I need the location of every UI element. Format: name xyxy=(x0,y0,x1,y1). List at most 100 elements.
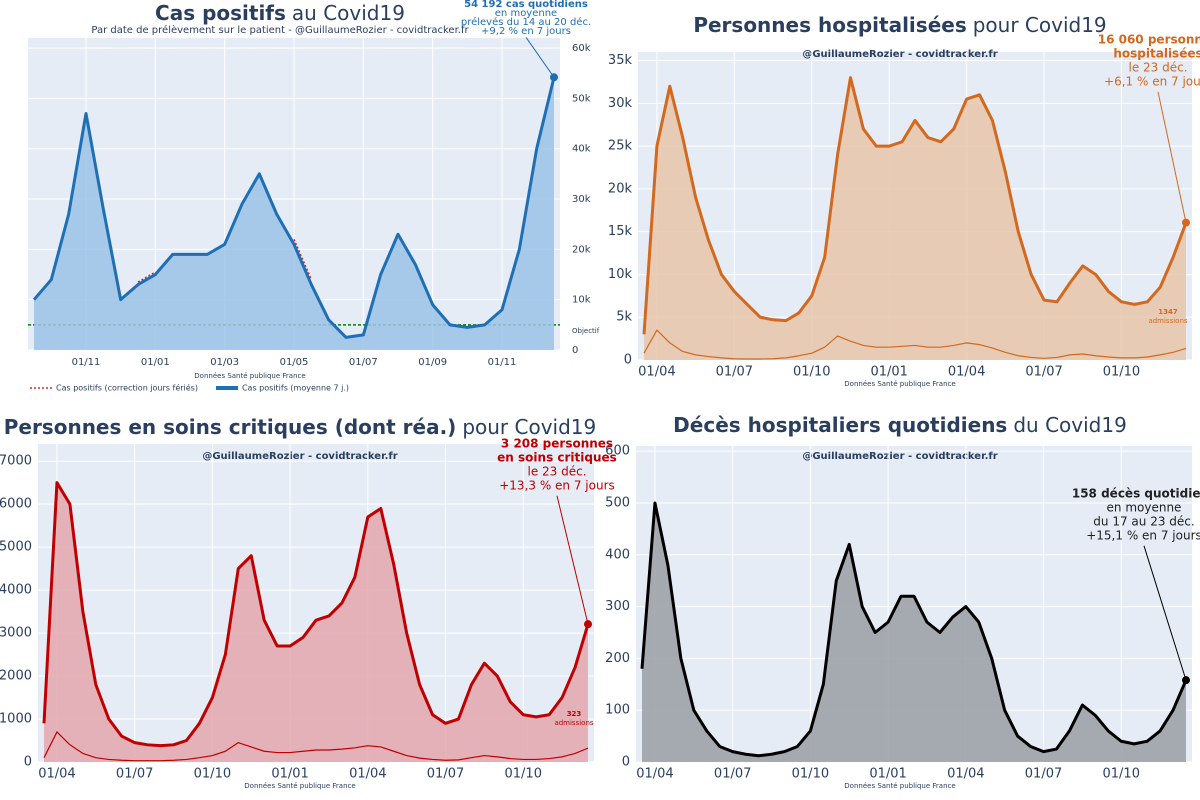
x-tick-label: 01/10 xyxy=(505,767,542,782)
chart-title: Décès hospitaliers quotidiens du Covid19 xyxy=(673,413,1127,437)
annotation: hospitalisées xyxy=(1113,47,1200,61)
line xyxy=(642,76,1188,335)
y-tick-label: 60k xyxy=(572,43,591,54)
title-rest: au Covid19 xyxy=(292,1,405,25)
objective-label: Objectif xyxy=(572,327,600,335)
y-tick-label: 200 xyxy=(605,651,630,666)
annotation: 16 060 personnes xyxy=(1098,33,1200,47)
chart-title: Cas positifs au Covid19 xyxy=(155,1,405,25)
x-tick-label: 01/04 xyxy=(38,767,75,782)
x-tick-label: 01/05 xyxy=(280,357,309,368)
y-tick-label: 0 xyxy=(622,755,630,770)
x-tick-label: 01/07 xyxy=(1025,767,1062,782)
last-point xyxy=(1182,218,1190,227)
y-tick-label: 500 xyxy=(605,495,630,510)
y-tick-label: 3000 xyxy=(0,626,32,641)
annotation: 158 décès quotidiens xyxy=(1072,487,1200,501)
area xyxy=(642,502,1186,762)
y-tick-label: 400 xyxy=(605,547,630,562)
y-tick-label: 0 xyxy=(572,345,578,356)
y-tick-label: 7000 xyxy=(0,454,32,469)
annotation: en moyenne xyxy=(495,8,557,19)
x-tick-label: 01/04 xyxy=(947,767,984,782)
x-tick-label: 01/07 xyxy=(716,365,753,380)
line xyxy=(43,731,589,762)
y-tick-label: 35k xyxy=(608,53,633,68)
x-tick-label: 01/10 xyxy=(194,767,231,782)
annotation: le 23 déc. xyxy=(527,465,586,479)
x-tick-label: 01/04 xyxy=(636,767,673,782)
y-tick-label: 0 xyxy=(24,755,32,770)
line xyxy=(293,238,313,280)
subtitle: @GuillaumeRozier - covidtracker.fr xyxy=(802,451,997,462)
annotation: le 23 déc. xyxy=(1128,61,1187,75)
source: Données Santé publique France xyxy=(844,380,955,388)
annotation-leader xyxy=(1143,545,1187,681)
y-tick-label: 0 xyxy=(624,353,632,368)
x-tick-label: 01/04 xyxy=(948,365,985,380)
x-tick-label: 01/09 xyxy=(418,357,447,368)
title-rest: du Covid19 xyxy=(1013,413,1126,437)
legend-label: Cas positifs (moyenne 7 j.) xyxy=(242,384,349,393)
y-tick-label: 50k xyxy=(572,93,591,104)
source: Données Santé publique France xyxy=(244,782,355,790)
chart: Décès hospitaliers quotidiens du Covid19 @… xyxy=(605,413,1200,791)
x-tick-label: 01/07 xyxy=(427,767,464,782)
y-tick-label: 100 xyxy=(605,703,630,718)
title-bold: Personnes hospitalisées xyxy=(693,13,966,37)
line xyxy=(32,76,556,339)
x-tick-label: 01/07 xyxy=(349,357,378,368)
x-tick-label: 01/11 xyxy=(72,357,101,368)
annotation: 3 208 personnes xyxy=(501,437,613,451)
y-tick-label: 30k xyxy=(608,96,633,111)
x-tick-label: 01/10 xyxy=(1103,365,1140,380)
annotation: +9,2 % en 7 jours xyxy=(481,26,571,37)
x-tick-label: 01/01 xyxy=(870,365,907,380)
line xyxy=(137,271,156,283)
title-bold: Décès hospitaliers quotidiens xyxy=(673,413,1007,437)
y-tick-label: 10k xyxy=(572,295,591,306)
title-rest: pour Covid19 xyxy=(973,13,1107,37)
legend-label: Cas positifs (correction jours fériés) xyxy=(56,383,198,393)
x-tick-label: 01/04 xyxy=(349,767,386,782)
annotation-leader xyxy=(1157,91,1187,223)
y-tick-label: 2000 xyxy=(0,669,32,684)
last-point xyxy=(550,73,558,82)
chart-title: Personnes hospitalisées pour Covid19 xyxy=(693,13,1106,37)
annotation: +13,3 % en 7 jours xyxy=(499,479,615,493)
y-tick-label: 20k xyxy=(572,244,591,255)
line xyxy=(643,329,1187,360)
annotation: prélevés du 14 au 20 déc. xyxy=(461,16,591,28)
x-tick-label: 01/01 xyxy=(869,767,906,782)
line xyxy=(42,481,590,748)
last-point xyxy=(584,620,592,629)
x-tick-label: 01/07 xyxy=(714,767,751,782)
annotation: 54 192 cas quotidiens xyxy=(464,0,588,10)
x-tick-label: 01/11 xyxy=(488,357,517,368)
y-tick-label: 1000 xyxy=(0,712,32,727)
x-tick-label: 01/10 xyxy=(1103,767,1140,782)
y-tick-label: 10k xyxy=(608,267,633,282)
y-tick-label: 40k xyxy=(572,144,591,155)
x-tick-label: 01/07 xyxy=(1025,365,1062,380)
title-bold: Personnes en soins critiques (dont réa.) xyxy=(4,415,457,439)
subtitle: Par date de prélèvement sur le patient -… xyxy=(91,24,469,36)
x-tick-label: 01/01 xyxy=(271,767,308,782)
y-tick-label: 30k xyxy=(572,194,591,205)
y-tick-label: 5k xyxy=(616,310,632,325)
y-tick-label: 20k xyxy=(608,181,633,196)
y-tick-label: 6000 xyxy=(0,497,32,512)
x-tick-label: 01/10 xyxy=(792,767,829,782)
x-tick-label: 01/03 xyxy=(210,357,239,368)
subtitle: @GuillaumeRozier - covidtracker.fr xyxy=(802,49,997,60)
source: Données Santé publique France xyxy=(844,782,955,790)
point-label: 1347 xyxy=(1158,308,1178,316)
source: Données Santé publique France xyxy=(194,372,305,380)
annotation: en moyenne xyxy=(1107,501,1182,515)
y-tick-label: 15k xyxy=(608,224,633,239)
area xyxy=(34,77,554,350)
line xyxy=(640,501,1188,758)
annotation: du 17 au 23 déc. xyxy=(1093,515,1194,529)
